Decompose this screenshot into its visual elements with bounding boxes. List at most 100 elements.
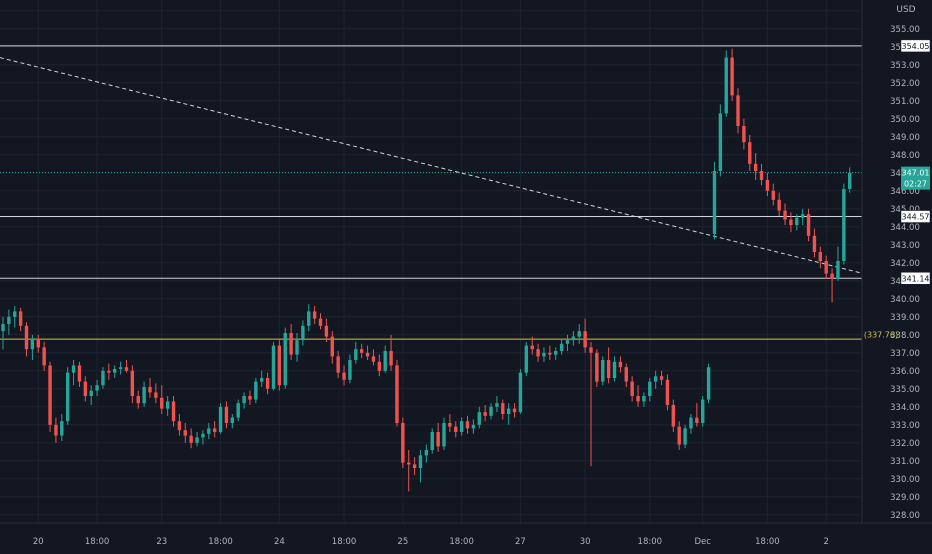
candle-body — [13, 311, 17, 317]
candle-body — [60, 421, 64, 436]
candle — [783, 203, 787, 225]
candle-body — [742, 126, 746, 143]
candle-body — [795, 217, 799, 225]
x-tick-label: 18:00 — [755, 537, 780, 547]
candle-body — [336, 356, 340, 373]
candle — [271, 342, 276, 391]
candle-body — [830, 273, 834, 279]
candle — [277, 340, 282, 391]
candle — [565, 334, 570, 351]
candle — [212, 421, 217, 438]
candle — [165, 396, 170, 416]
candle — [265, 372, 270, 395]
candle-body — [371, 356, 376, 362]
y-tick-label: 346.00 — [890, 187, 920, 197]
y-tick-label: 343.00 — [890, 241, 920, 251]
candle-body — [606, 360, 611, 378]
candle — [642, 392, 646, 407]
candle-body — [630, 381, 634, 396]
candle-body — [583, 331, 587, 348]
candle-body — [207, 428, 211, 434]
candle — [289, 324, 293, 360]
y-tick-label: 353.00 — [890, 61, 920, 71]
y-tick-label: 344.00 — [890, 223, 920, 233]
candle-body — [559, 343, 564, 351]
candle-body — [271, 345, 276, 389]
candle-body — [695, 417, 699, 423]
candle-body — [442, 423, 446, 447]
candle-body — [518, 372, 523, 413]
candle — [518, 369, 523, 414]
candle — [389, 334, 393, 371]
x-tick-label: Dec — [694, 537, 711, 547]
candle — [1, 316, 5, 350]
candle-body — [571, 336, 576, 341]
candle-body — [524, 345, 529, 373]
candle-body — [542, 352, 546, 357]
candle — [412, 457, 417, 476]
candle-body — [395, 365, 399, 423]
candle — [401, 417, 405, 468]
candle-body — [824, 261, 828, 274]
candle-body — [800, 214, 805, 218]
candle — [606, 347, 611, 384]
y-tick-label: 339.00 — [890, 313, 920, 323]
candle — [377, 354, 382, 377]
candle — [465, 415, 470, 434]
candle — [618, 356, 623, 373]
x-tick-label: 2 — [823, 537, 828, 547]
candle-body — [136, 396, 140, 404]
candle — [242, 392, 246, 409]
candle — [48, 361, 52, 432]
candle-body — [124, 367, 129, 371]
candle-body — [154, 392, 158, 398]
candle — [224, 401, 229, 429]
y-tick-label: 342.00 — [890, 259, 920, 269]
candle — [207, 423, 211, 440]
candle — [148, 378, 152, 398]
candle — [318, 313, 323, 330]
candle — [777, 192, 781, 216]
last-price-badge — [901, 166, 930, 190]
level-badge — [900, 210, 931, 223]
y-tick-label: 355.00 — [890, 25, 920, 35]
candle — [806, 208, 811, 242]
candle-body — [148, 387, 152, 393]
candle-body — [818, 252, 823, 261]
candle-body — [142, 387, 146, 404]
candle — [60, 414, 64, 441]
candle-body — [430, 432, 434, 450]
candle — [665, 374, 670, 411]
candle — [30, 334, 35, 360]
candle — [753, 153, 758, 180]
price-badges: 354.05 344.57 341.14 (337.76) 347.01 02:27 — [864, 39, 931, 340]
candle — [201, 430, 205, 445]
x-tick-label: 18:00 — [638, 537, 663, 547]
y-tick-label: 329.00 — [890, 493, 920, 503]
candle — [383, 345, 387, 373]
y-tick-label: 332.00 — [890, 439, 920, 449]
candle — [107, 363, 111, 380]
candle — [471, 419, 476, 434]
time-axis[interactable]: 20 18:00 23 18:00 24 18:00 25 18:00 27 30 18:00 Dec… — [33, 537, 829, 547]
candle — [113, 365, 117, 378]
candle — [189, 428, 193, 449]
candle — [659, 370, 664, 386]
level-label: 354.05 — [902, 42, 930, 51]
candle — [842, 183, 846, 265]
candle-body — [224, 406, 229, 423]
candle — [459, 417, 464, 436]
candle-body — [412, 464, 417, 468]
candle — [630, 376, 634, 402]
y-tick-label: 328.00 — [890, 511, 920, 521]
candle-body — [454, 426, 458, 432]
candle-body — [706, 367, 711, 400]
candle — [118, 361, 123, 375]
trendline[interactable] — [0, 57, 886, 280]
candle-body — [383, 351, 387, 371]
candle — [407, 450, 411, 492]
candle-body — [842, 189, 846, 261]
candle — [236, 399, 240, 422]
